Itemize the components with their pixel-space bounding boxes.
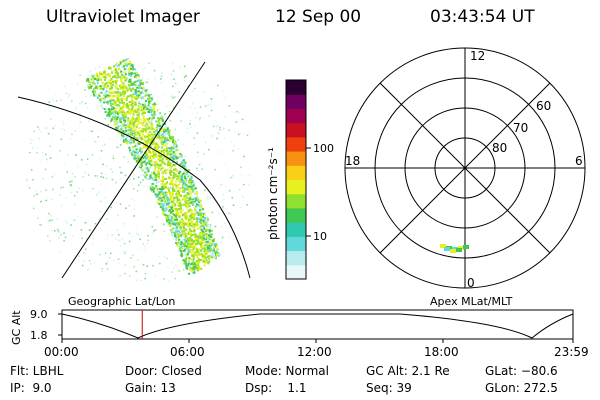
- timeline-frame: [61, 309, 574, 340]
- date-label: 12 Sep 00: [275, 7, 362, 27]
- polar-plot: 12 18 6 0 60 70 80: [344, 47, 586, 290]
- colorbar-segment: [286, 136, 306, 152]
- left-caption: Geographic Lat/Lon: [68, 295, 175, 308]
- colorbar-segment: [286, 222, 306, 237]
- altitude-timeline: GC Alt 9.0 1.8 Geographic Lat/Lon Apex M…: [10, 295, 589, 359]
- xtick-label-0000: 00:00: [44, 345, 79, 359]
- colorbar-segment: [286, 264, 306, 280]
- colorbar-frame: [285, 79, 307, 280]
- colorbar-segment: [286, 236, 306, 252]
- right-caption: Apex MLat/MLT: [430, 295, 513, 308]
- mlt-label-12: 12: [470, 49, 485, 63]
- time-label: 03:43:54 UT: [430, 7, 535, 27]
- info-gain: Gain: 13: [125, 381, 176, 395]
- xtick-label-0600: 06:00: [170, 345, 205, 359]
- mlt-label-18: 18: [345, 154, 360, 168]
- altitude-curve: [61, 313, 574, 339]
- ytick-label-9: 9.0: [30, 308, 48, 321]
- mlt-label-6: 6: [575, 154, 583, 168]
- info-dsp: Dsp: 1.1: [245, 381, 307, 395]
- colorbar: [286, 80, 306, 280]
- colorbar-segment: [286, 207, 306, 223]
- colorbar-segment: [286, 80, 306, 95]
- colorbar-segment: [286, 250, 306, 266]
- colorbar-segment: [286, 151, 306, 166]
- colorbar-segment: [286, 122, 306, 138]
- polar-auroral-patch: [440, 244, 469, 253]
- info-filter: Flt: LBHL: [10, 364, 64, 378]
- info-glon: GLon: 272.5: [485, 381, 558, 395]
- auroral-emission: [25, 57, 251, 282]
- lat-label-80: 80: [492, 141, 507, 155]
- info-gc-alt: GC Alt: 2.1 Re: [366, 364, 450, 378]
- geographic-image: [17, 57, 251, 282]
- colorbar-label-100: 100: [313, 142, 334, 155]
- lat-label-70: 70: [513, 121, 528, 135]
- info-seq: Seq: 39: [366, 381, 412, 395]
- colorbar-label-10: 10: [313, 230, 327, 243]
- mlt-label-0: 0: [467, 276, 475, 290]
- colorbar-segment: [286, 179, 306, 195]
- colorbar-segment: [286, 165, 306, 180]
- colorbar-unit-label: photon cm⁻²s⁻¹: [266, 147, 280, 240]
- timeline-ylabel: GC Alt: [10, 310, 23, 345]
- info-mode: Mode: Normal: [245, 364, 329, 378]
- polar-diagonal-2: [379, 82, 551, 254]
- colorbar-segment: [286, 94, 306, 109]
- info-glat: GLat: −80.6: [485, 364, 558, 378]
- colorbar-segment: [286, 193, 306, 209]
- info-door: Door: Closed: [125, 364, 202, 378]
- xtick-label-2359: 23:59: [554, 345, 589, 359]
- latitude-arc: [17, 96, 251, 279]
- colorbar-segment: [286, 108, 306, 124]
- info-ip: IP: 9.0: [10, 381, 52, 395]
- xtick-label-1200: 12:00: [297, 345, 332, 359]
- lat-label-60: 60: [536, 99, 551, 113]
- meridian-line-1: [61, 61, 206, 279]
- ytick-label-1-8: 1.8: [30, 329, 48, 342]
- instrument-title: Ultraviolet Imager: [46, 7, 200, 27]
- xtick-label-1800: 18:00: [424, 345, 459, 359]
